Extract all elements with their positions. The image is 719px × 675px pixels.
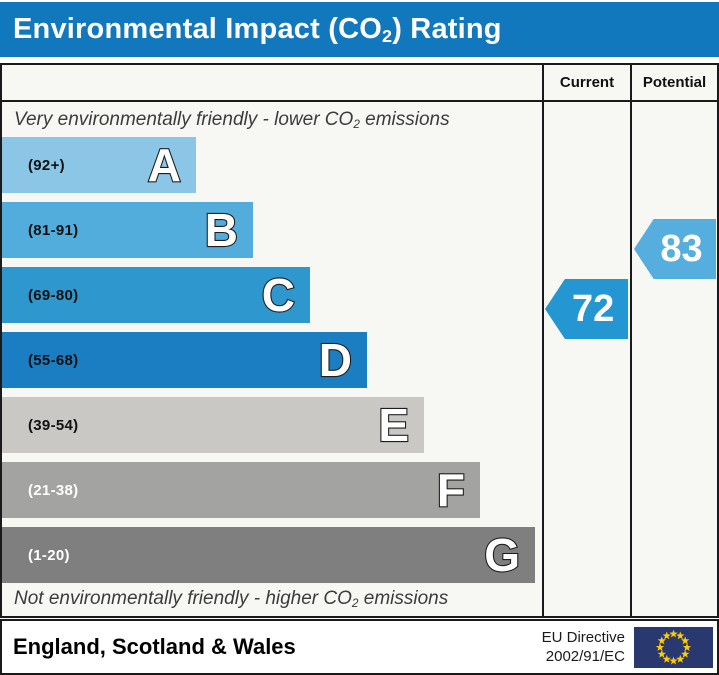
current-rating-value: 72: [571, 287, 615, 330]
footer-bar: England, Scotland & Wales EU Directive 2…: [0, 619, 719, 675]
potential-rating-arrow: 83: [634, 219, 716, 279]
band-e: (39-54) E: [2, 397, 424, 453]
top-scale-note: Very environmentally friendly - lower CO…: [14, 109, 450, 131]
band-range-label: (69-80): [28, 286, 79, 304]
title-subscript: 2: [381, 26, 393, 47]
eu-directive-line1: EU Directive: [541, 629, 625, 646]
band-range-label: (21-38): [28, 481, 79, 499]
top-note-text-end: emissions: [359, 109, 450, 130]
eu-flag-icon: [634, 627, 713, 668]
current-rating-arrow: 72: [545, 279, 628, 339]
title-bar: Environmental Impact (CO2) Rating: [0, 2, 719, 57]
band-letter: E: [377, 398, 410, 452]
potential-rating-value: 83: [660, 227, 703, 270]
band-letter: D: [318, 333, 353, 387]
top-note-subscript: 2: [353, 117, 360, 131]
band-range-label: (92+): [28, 156, 65, 174]
band-d: (55-68) D: [2, 332, 367, 388]
band-f: (21-38) F: [2, 462, 480, 518]
title-text-end: ) Rating: [392, 13, 502, 45]
band-letter: G: [483, 528, 521, 582]
bottom-note-subscript: 2: [351, 596, 359, 610]
bottom-note-text: Not environmentally friendly - higher CO: [14, 588, 352, 609]
potential-column-header: Potential: [642, 74, 707, 91]
header-divider: [2, 100, 717, 102]
top-note-text: Very environmentally friendly - lower CO: [14, 109, 354, 130]
band-letter: F: [436, 463, 466, 517]
page-title: Environmental Impact (CO2) Rating: [0, 13, 502, 46]
region-label: England, Scotland & Wales: [13, 634, 296, 659]
bottom-note-text-end: emissions: [358, 588, 449, 609]
band-c: (69-80) C: [2, 267, 310, 323]
rating-table: Current Potential Very environmentally f…: [0, 63, 719, 618]
eu-directive-label: EU Directive 2002/91/EC: [542, 628, 625, 666]
band-range-label: (55-68): [28, 351, 79, 369]
band-range-label: (81-91): [28, 221, 79, 239]
band-letter: A: [147, 138, 182, 192]
eu-directive-line2: 2002/91/EC: [545, 648, 625, 665]
bottom-scale-note: Not environmentally friendly - higher CO…: [14, 588, 448, 610]
current-column-header: Current: [559, 74, 615, 91]
column-divider-current: [542, 65, 544, 616]
column-divider-potential: [630, 65, 632, 616]
band-range-label: (39-54): [28, 416, 79, 434]
band-range-label: (1-20): [28, 546, 70, 564]
title-text: Environmental Impact (CO: [13, 13, 382, 45]
band-g: (1-20) G: [2, 527, 535, 583]
band-b: (81-91) B: [2, 202, 253, 258]
band-letter: B: [204, 203, 239, 257]
band-letter: C: [261, 268, 296, 322]
band-a: (92+) A: [2, 137, 196, 193]
